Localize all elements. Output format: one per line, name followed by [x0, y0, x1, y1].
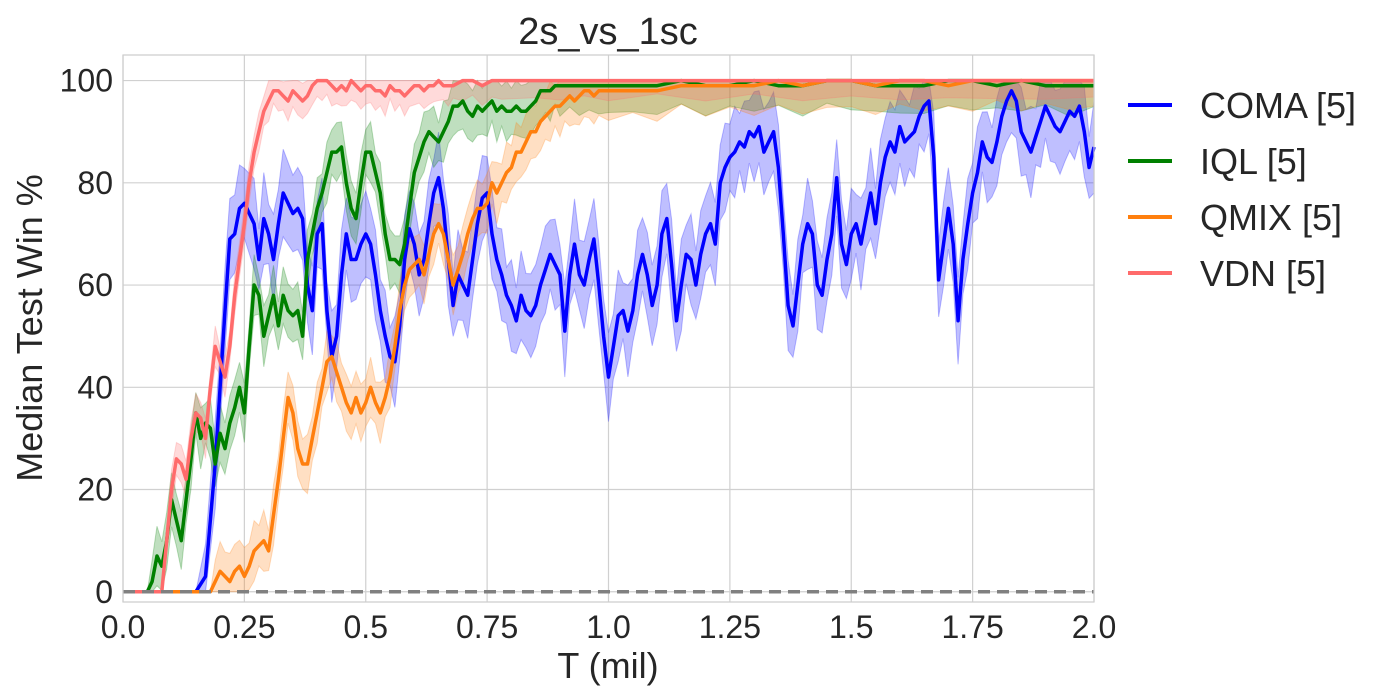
- x-tick-label: 1.25: [699, 609, 761, 645]
- y-tick-label: 20: [77, 472, 113, 508]
- x-tick-label: 0.0: [101, 609, 145, 645]
- y-tick-label: 0: [95, 574, 113, 610]
- tick-labels: 0.0 0.25 0.5 0.75 1.0 1.25 1.5 1.75 2.0 0 20 40 60 80…: [60, 63, 1117, 645]
- series-lines: [123, 78, 1096, 594]
- series-line: [123, 78, 1094, 594]
- y-tick-label: 80: [77, 165, 113, 201]
- legend: COMA [5] IQL [5] QMIX [5] VDN [5]: [1128, 85, 1356, 294]
- y-tick-label: 60: [77, 267, 113, 303]
- x-tick-label: 0.75: [456, 609, 518, 645]
- x-tick-label: 1.75: [941, 609, 1003, 645]
- legend-label: VDN [5]: [1200, 253, 1326, 294]
- series-line: [123, 78, 1094, 594]
- x-tick-label: 2.0: [1072, 609, 1116, 645]
- legend-label: QMIX [5]: [1200, 197, 1342, 238]
- x-tick-label: 0.25: [213, 609, 275, 645]
- x-tick-label: 1.5: [829, 609, 873, 645]
- y-axis-label: Median Test Win %: [9, 174, 50, 481]
- y-tick-label: 40: [77, 369, 113, 405]
- y-tick-label: 100: [60, 63, 113, 99]
- legend-label: COMA [5]: [1200, 85, 1356, 126]
- plot-frame: [122, 54, 1095, 603]
- series-line: [123, 78, 1094, 594]
- x-axis-label: T (mil): [557, 645, 658, 686]
- legend-label: IQL [5]: [1200, 141, 1307, 182]
- chart-title: 2s_vs_1sc: [518, 11, 698, 53]
- series-line: [123, 89, 1096, 594]
- x-tick-label: 1.0: [586, 609, 630, 645]
- x-tick-label: 0.5: [344, 609, 388, 645]
